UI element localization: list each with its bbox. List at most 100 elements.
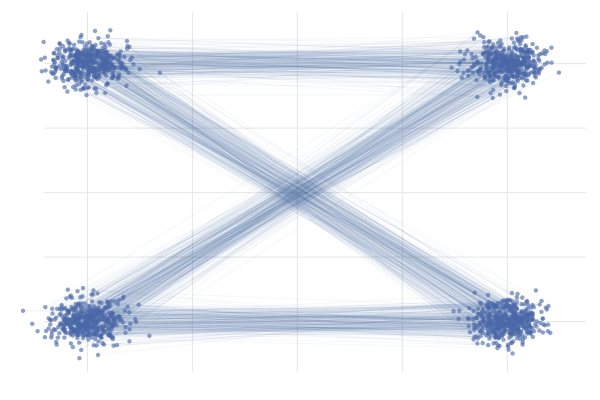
link-line [95, 63, 510, 317]
data-point [105, 34, 111, 39]
link-line [89, 67, 489, 332]
data-point [539, 65, 544, 71]
data-point [111, 343, 116, 348]
link-line [79, 71, 489, 74]
link-line [54, 61, 517, 320]
link-line [88, 312, 526, 329]
link-line [122, 67, 535, 299]
data-point [540, 316, 546, 321]
data-point [511, 40, 517, 45]
link-line [96, 54, 501, 305]
link-line [114, 314, 527, 326]
data-point [96, 36, 101, 41]
link-line [89, 67, 497, 344]
link-line [86, 301, 489, 332]
link-line [73, 72, 474, 322]
link-line [110, 315, 482, 318]
data-point [55, 335, 61, 340]
link-line [112, 45, 489, 68]
link-line [77, 328, 500, 334]
link-line [80, 53, 484, 351]
link-line [75, 49, 531, 56]
link-line [106, 57, 510, 334]
link-line [71, 54, 503, 329]
data-point [527, 324, 532, 329]
data-point [65, 287, 71, 292]
link-line [96, 50, 475, 338]
link-line [81, 64, 495, 74]
link-line [64, 70, 514, 311]
link-line [105, 58, 518, 299]
link-line [65, 79, 507, 320]
data-point [48, 322, 53, 327]
link-line [82, 58, 512, 69]
link-line [88, 50, 521, 58]
data-point [147, 333, 152, 338]
data-point [109, 62, 115, 67]
link-line [61, 304, 518, 324]
link-line [93, 58, 503, 73]
data-point [522, 315, 527, 321]
link-line [101, 318, 497, 320]
data-point [75, 318, 80, 323]
link-line [82, 60, 514, 289]
link-line [80, 58, 525, 309]
data-point [94, 90, 99, 96]
data-point [475, 60, 481, 65]
link-line [64, 73, 524, 331]
link-line [81, 45, 489, 304]
link-line [84, 328, 488, 331]
data-point [91, 288, 96, 293]
link-line [100, 59, 503, 66]
link-line [83, 307, 531, 333]
link-line [110, 335, 499, 339]
data-point [77, 60, 82, 65]
link-line [88, 86, 517, 331]
link-line [69, 60, 497, 320]
link-line [88, 72, 520, 326]
data-point [93, 312, 98, 318]
data-point [520, 61, 526, 67]
data-point [70, 344, 76, 350]
data-point [56, 324, 61, 330]
link-line [105, 60, 519, 308]
data-point [500, 322, 506, 328]
data-point [514, 30, 519, 36]
link-line [75, 66, 479, 315]
link-line [71, 67, 535, 329]
link-line [81, 63, 479, 75]
link-line [114, 318, 488, 330]
link-line [87, 72, 498, 319]
link-line [118, 74, 489, 334]
data-point [532, 60, 538, 65]
data-point [136, 302, 141, 307]
link-line [88, 54, 503, 326]
link-line [80, 61, 497, 73]
link-line [90, 53, 546, 58]
link-line [63, 60, 497, 330]
link-line [90, 54, 505, 318]
link-line [109, 324, 506, 335]
link-line [54, 63, 504, 82]
data-point [500, 64, 505, 70]
link-line [92, 302, 499, 328]
data-point [84, 325, 89, 330]
link-line [76, 53, 484, 82]
link-line [83, 318, 469, 336]
data-point [78, 74, 83, 80]
link-line [66, 65, 518, 339]
link-line [84, 51, 490, 61]
link-line [78, 47, 493, 344]
link-line [103, 60, 533, 306]
link-line [78, 41, 516, 313]
link-line [92, 79, 527, 295]
link-line [96, 59, 513, 346]
link-line [75, 55, 500, 321]
link-line [105, 65, 497, 305]
data-point [78, 87, 83, 93]
data-point [92, 336, 98, 342]
link-line [74, 62, 488, 68]
link-line [71, 73, 509, 320]
link-line [75, 50, 529, 331]
data-point [97, 49, 103, 54]
